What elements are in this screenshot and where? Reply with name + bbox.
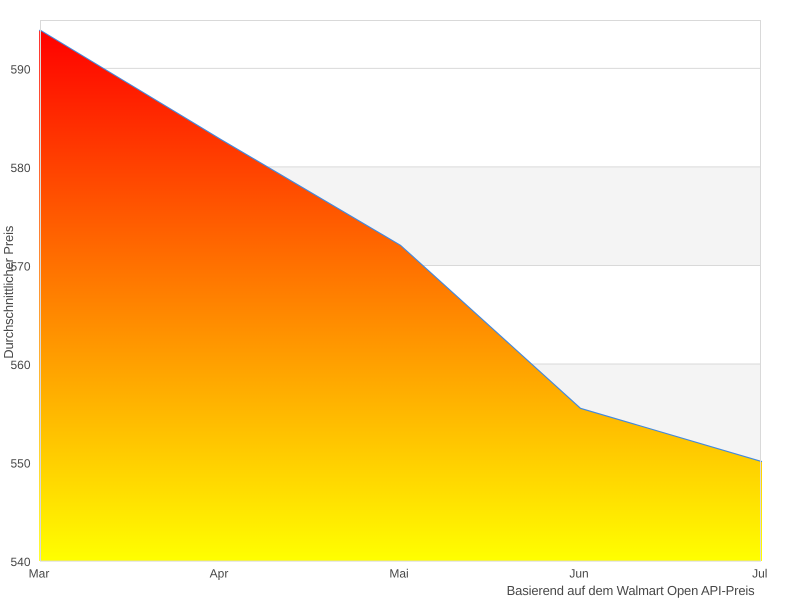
- svg-text:Durchschnittlicher Preis: Durchschnittlicher Preis: [1, 225, 16, 359]
- svg-text:570: 570: [10, 259, 30, 273]
- svg-text:Basierend auf dem Walmart Open: Basierend auf dem Walmart Open API-Preis: [507, 583, 755, 598]
- svg-text:Jul: Jul: [752, 567, 767, 581]
- svg-text:Mar: Mar: [29, 567, 50, 581]
- svg-text:550: 550: [10, 457, 30, 471]
- svg-text:Jun: Jun: [569, 567, 588, 581]
- svg-text:540: 540: [10, 555, 30, 569]
- svg-text:560: 560: [10, 358, 30, 372]
- svg-text:Mai: Mai: [389, 567, 408, 581]
- svg-text:590: 590: [10, 62, 30, 76]
- svg-text:580: 580: [10, 161, 30, 175]
- svg-text:Apr: Apr: [210, 567, 229, 581]
